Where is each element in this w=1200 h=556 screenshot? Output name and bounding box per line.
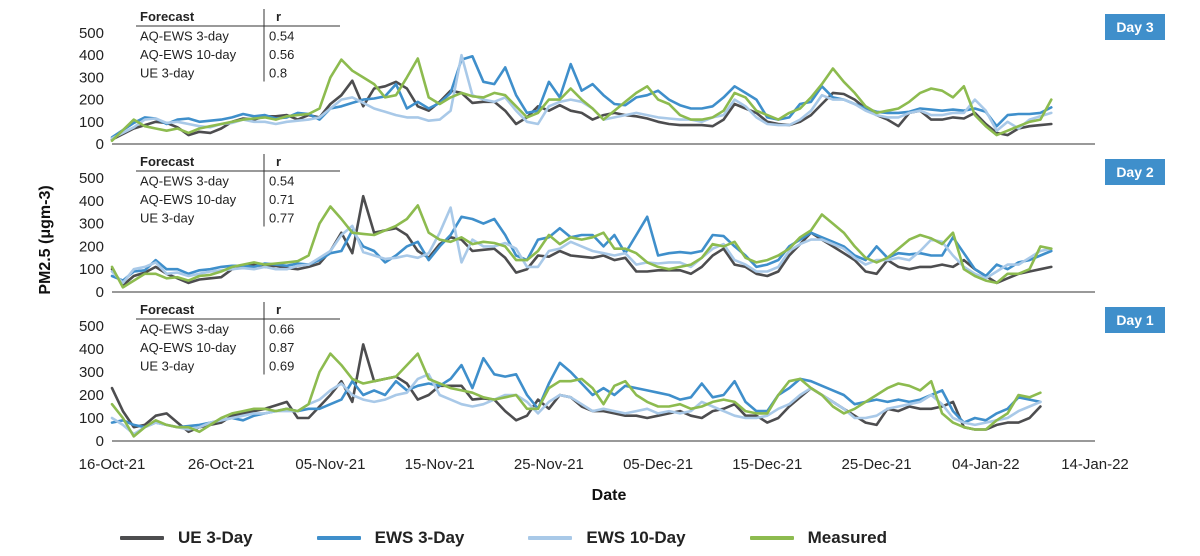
table-header-forecast: Forecast <box>140 302 195 317</box>
y-tick-label: 300 <box>79 364 104 381</box>
table-r-value: 0.69 <box>269 359 294 374</box>
panels: 0 100 200 300 400 500 Forecast r AQ-EWS 3-day 0.5… <box>79 9 1165 450</box>
legend-swatch <box>316 536 361 540</box>
table-r-value: 0.54 <box>269 174 294 189</box>
series-line-ews-10-day <box>110 53 1053 140</box>
table-r-value: 0.66 <box>269 322 294 337</box>
table-forecast-name: AQ-EWS 10-day <box>140 340 237 355</box>
series-line-measured <box>110 352 1042 438</box>
legend-item-ews-3-day: EWS 3-Day <box>316 528 465 548</box>
panel-day-2: 0 100 200 300 400 500 Forecast r AQ-EWS 3-day 0.5… <box>79 154 1165 301</box>
x-tick-label: 25-Nov-21 <box>514 456 584 473</box>
x-tick-label: 25-Dec-21 <box>842 456 912 473</box>
table-r-value: 0.87 <box>269 340 294 355</box>
table-forecast-name: AQ-EWS 3-day <box>140 322 229 337</box>
legend-item-ue-3-day: UE 3-Day <box>120 528 253 548</box>
legend-label: EWS 3-Day <box>374 528 465 547</box>
x-axis-title: Date <box>592 487 627 504</box>
day-badge-label: Day 3 <box>1116 19 1154 35</box>
table-forecast-name: UE 3-day <box>140 211 195 226</box>
series-line-measured <box>110 57 1053 142</box>
y-tick-label: 200 <box>79 92 104 109</box>
table-r-value: 0.77 <box>269 211 294 226</box>
table-forecast-name: UE 3-day <box>140 359 195 374</box>
table-header-forecast: Forecast <box>140 154 195 169</box>
series-line-ue-3-day <box>110 343 1042 434</box>
table-r-value: 0.54 <box>269 29 294 44</box>
y-tick-label: 300 <box>79 216 104 233</box>
legend-label: UE 3-Day <box>178 528 253 547</box>
y-tick-label: 200 <box>79 387 104 404</box>
x-tick-label: 15-Dec-21 <box>732 456 802 473</box>
series-line-ews-10-day <box>110 372 1042 436</box>
legend-swatch <box>749 536 794 540</box>
table-forecast-name: UE 3-day <box>140 66 195 81</box>
legend-item-ews-10-day: EWS 10-Day <box>528 528 686 548</box>
day-badge-label: Day 1 <box>1116 312 1154 328</box>
table-forecast-name: AQ-EWS 3-day <box>140 174 229 189</box>
series-line-measured <box>110 204 1053 289</box>
legend-label: EWS 10-Day <box>586 528 686 547</box>
y-tick-label: 100 <box>79 114 104 131</box>
y-tick-label: 100 <box>79 261 104 278</box>
table-r-value: 0.8 <box>269 66 287 81</box>
day-badge <box>1105 159 1165 185</box>
table-header-r: r <box>276 154 281 169</box>
y-tick-label: 400 <box>79 341 104 358</box>
y-tick-label: 400 <box>79 47 104 64</box>
series-line-ews-10-day <box>110 206 1053 285</box>
series-line-ews-3-day <box>110 356 1042 429</box>
y-axis-title: PM2.5 (μgm-3) <box>37 185 54 294</box>
y-tick-label: 500 <box>79 25 104 42</box>
table-forecast-name: AQ-EWS 10-day <box>140 47 237 62</box>
table-header-r: r <box>276 9 281 24</box>
x-axis-tick-labels: 16-Oct-21 26-Oct-21 05-Nov-21 15-Nov-21 25-N… <box>79 456 1129 473</box>
table-header-r: r <box>276 302 281 317</box>
x-tick-label: 16-Oct-21 <box>79 456 146 473</box>
y-tick-label: 500 <box>79 318 104 335</box>
y-tick-label: 400 <box>79 193 104 210</box>
panel-day-1: 0 100 200 300 400 500 Forecast r AQ-EWS 3-day 0.6… <box>79 302 1165 450</box>
x-tick-label: 14-Jan-22 <box>1061 456 1129 473</box>
day-badge-label: Day 2 <box>1116 164 1154 180</box>
legend-label: Measured <box>807 528 887 547</box>
panel-day-3: 0 100 200 300 400 500 Forecast r AQ-EWS 3-day 0.5… <box>79 9 1165 153</box>
x-tick-label: 26-Oct-21 <box>188 456 255 473</box>
series-line-ews-3-day <box>110 54 1053 139</box>
table-forecast-name: AQ-EWS 3-day <box>140 29 229 44</box>
y-tick-label: 500 <box>79 170 104 187</box>
table-r-value: 0.71 <box>269 192 294 207</box>
series-line-ews-3-day <box>110 215 1053 282</box>
day-badge <box>1105 307 1165 333</box>
pm25-forecast-chart: 0 100 200 300 400 500 Forecast r AQ-EWS 3-day 0.5… <box>37 9 1165 504</box>
y-tick-label: 0 <box>96 136 104 153</box>
x-tick-label: 05-Dec-21 <box>623 456 693 473</box>
table-header-forecast: Forecast <box>140 9 195 24</box>
y-tick-label: 0 <box>96 284 104 301</box>
y-tick-label: 0 <box>96 433 104 450</box>
y-tick-label: 100 <box>79 410 104 427</box>
legend-item-measured: Measured <box>749 528 887 548</box>
x-tick-label: 15-Nov-21 <box>405 456 475 473</box>
y-tick-label: 300 <box>79 69 104 86</box>
table-forecast-name: AQ-EWS 10-day <box>140 192 237 207</box>
x-tick-label: 05-Nov-21 <box>295 456 365 473</box>
y-tick-label: 200 <box>79 238 104 255</box>
legend-swatch <box>528 536 573 540</box>
day-badge <box>1105 14 1165 40</box>
legend: UE 3-Day EWS 3-Day EWS 10-Day Measured <box>120 525 951 551</box>
legend-swatch <box>120 536 164 540</box>
x-tick-label: 04-Jan-22 <box>952 456 1020 473</box>
table-r-value: 0.56 <box>269 47 294 62</box>
